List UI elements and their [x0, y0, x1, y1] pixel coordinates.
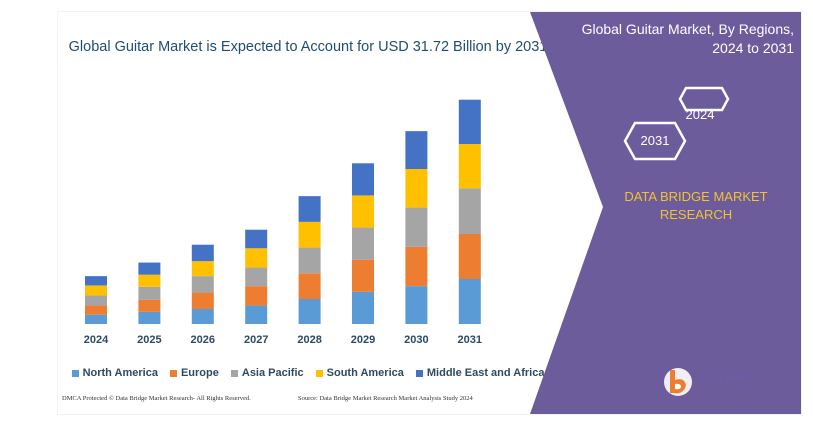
hexagon-2024-outline — [678, 86, 730, 112]
x-tick-label: 2025 — [137, 334, 161, 346]
bar-segment-2026-europe — [191, 292, 214, 309]
legend-label: South America — [326, 367, 404, 379]
panel-title-line1: Global Guitar Market, By Regions, — [581, 21, 794, 37]
bar-segment-2025-europe — [138, 299, 161, 312]
bar-segment-2029-south-america — [352, 195, 374, 228]
legend-swatch — [315, 369, 323, 377]
bar-segment-2024-south-america — [85, 285, 107, 296]
x-tick-label: 2030 — [404, 334, 428, 346]
legend-item: Middle East and Africa — [415, 367, 545, 379]
x-tick-label: 2024 — [84, 334, 109, 346]
bar-segment-2024-middle-east-and-africa — [85, 276, 107, 286]
bar-segment-2024-europe — [85, 305, 107, 315]
x-axis-ticks: 2024 2025 2026 2027 2028 2029 2030 2031 — [84, 334, 482, 346]
legend-item: Asia Pacific — [230, 367, 304, 379]
chart-legend: North America Europe Asia Pacific South Ame… — [71, 367, 544, 379]
brand-text: DATA BRIDGE MARKET RESEARCH — [616, 188, 776, 224]
bar-segment-2026-middle-east-and-africa — [191, 244, 214, 262]
bar-segment-2031-europe — [458, 234, 481, 279]
brand-line1: DATA BRIDGE MARKET — [624, 189, 768, 204]
bar-segment-2028-south-america — [298, 221, 321, 248]
bar-segment-2029-europe — [352, 259, 374, 292]
logo-subtitle: MARKET RESEARCH — [700, 384, 765, 390]
hexagon-2031-outline — [623, 121, 687, 161]
legend-item: North America — [71, 367, 158, 379]
panel-title: Global Guitar Market, By Regions, 2024 t… — [566, 20, 794, 58]
bar-segment-2029-north-america — [352, 291, 374, 324]
copyright-note: DMCA Protected © Data Bridge Market Rese… — [62, 395, 251, 402]
bar-segment-2031-south-america — [458, 144, 481, 189]
legend-swatch — [415, 369, 423, 377]
legend-label: North America — [82, 367, 158, 379]
x-tick-label: 2029 — [351, 334, 375, 346]
bar-layer — [85, 99, 481, 324]
company-logo-icon — [664, 368, 692, 396]
legend-item: Europe — [169, 367, 219, 379]
chart-title: Global Guitar Market is Expected to Acco… — [68, 39, 548, 55]
x-tick-label: 2027 — [244, 334, 268, 346]
bar-segment-2030-europe — [405, 246, 428, 287]
bar-segment-2028-europe — [298, 273, 321, 299]
bar-segment-2027-middle-east-and-africa — [245, 229, 268, 249]
bar-segment-2029-middle-east-and-africa — [352, 163, 374, 196]
bar-segment-2027-asia-pacific — [245, 267, 268, 287]
legend-swatch — [169, 369, 177, 377]
bar-segment-2030-asia-pacific — [405, 207, 428, 247]
bar-segment-2028-asia-pacific — [298, 247, 321, 274]
hexagon-2031-label: 2031 — [640, 133, 670, 148]
bar-segment-2025-asia-pacific — [138, 286, 161, 300]
bar-segment-2027-south-america — [245, 248, 268, 268]
bar-segment-2030-south-america — [405, 169, 428, 208]
bar-segment-2026-asia-pacific — [191, 276, 214, 293]
bar-segment-2028-middle-east-and-africa — [298, 196, 321, 222]
purple-side-panel — [530, 12, 801, 414]
hexagon-2024-label: 2024 — [685, 107, 715, 122]
panel-background — [530, 12, 801, 414]
infographic-card: Global Guitar Market is Expected to Acco… — [58, 12, 801, 414]
x-tick-label: 2031 — [458, 334, 482, 346]
bar-segment-2026-north-america — [191, 309, 214, 324]
x-tick-label: 2028 — [297, 334, 321, 346]
bar-segment-2024-north-america — [85, 314, 107, 324]
bar-segment-2030-middle-east-and-africa — [405, 131, 428, 169]
legend-label: Europe — [180, 367, 219, 379]
bar-segment-2031-middle-east-and-africa — [458, 99, 481, 144]
legend-swatch — [71, 369, 79, 377]
source-note: Source: Data Bridge Market Research Mark… — [298, 395, 473, 402]
logo-name: DATA BRIDGE — [698, 372, 763, 382]
bar-segment-2026-south-america — [191, 261, 214, 277]
panel-title-line2: 2024 to 2031 — [712, 40, 794, 56]
bar-segment-2024-asia-pacific — [85, 295, 107, 306]
bar-segment-2025-south-america — [138, 274, 161, 287]
stacked-bar-chart: 2024 2025 2026 2027 2028 2029 2030 2031 — [84, 99, 482, 346]
bar-segment-2030-north-america — [405, 286, 428, 324]
legend-label: Asia Pacific — [241, 367, 304, 379]
bar-segment-2025-north-america — [138, 311, 161, 324]
bar-segment-2027-north-america — [245, 305, 268, 324]
bar-segment-2029-asia-pacific — [352, 227, 374, 260]
x-tick-label: 2026 — [191, 334, 215, 346]
legend-label: Middle East and Africa — [426, 367, 545, 379]
bar-segment-2025-middle-east-and-africa — [138, 262, 161, 275]
brand-line2: RESEARCH — [659, 207, 733, 222]
legend-swatch — [230, 369, 238, 377]
bar-segment-2027-europe — [245, 286, 268, 306]
bar-segment-2031-north-america — [458, 279, 481, 324]
bar-segment-2028-north-america — [298, 299, 321, 324]
bar-segment-2031-asia-pacific — [458, 188, 481, 234]
legend-item: South America — [315, 367, 404, 379]
